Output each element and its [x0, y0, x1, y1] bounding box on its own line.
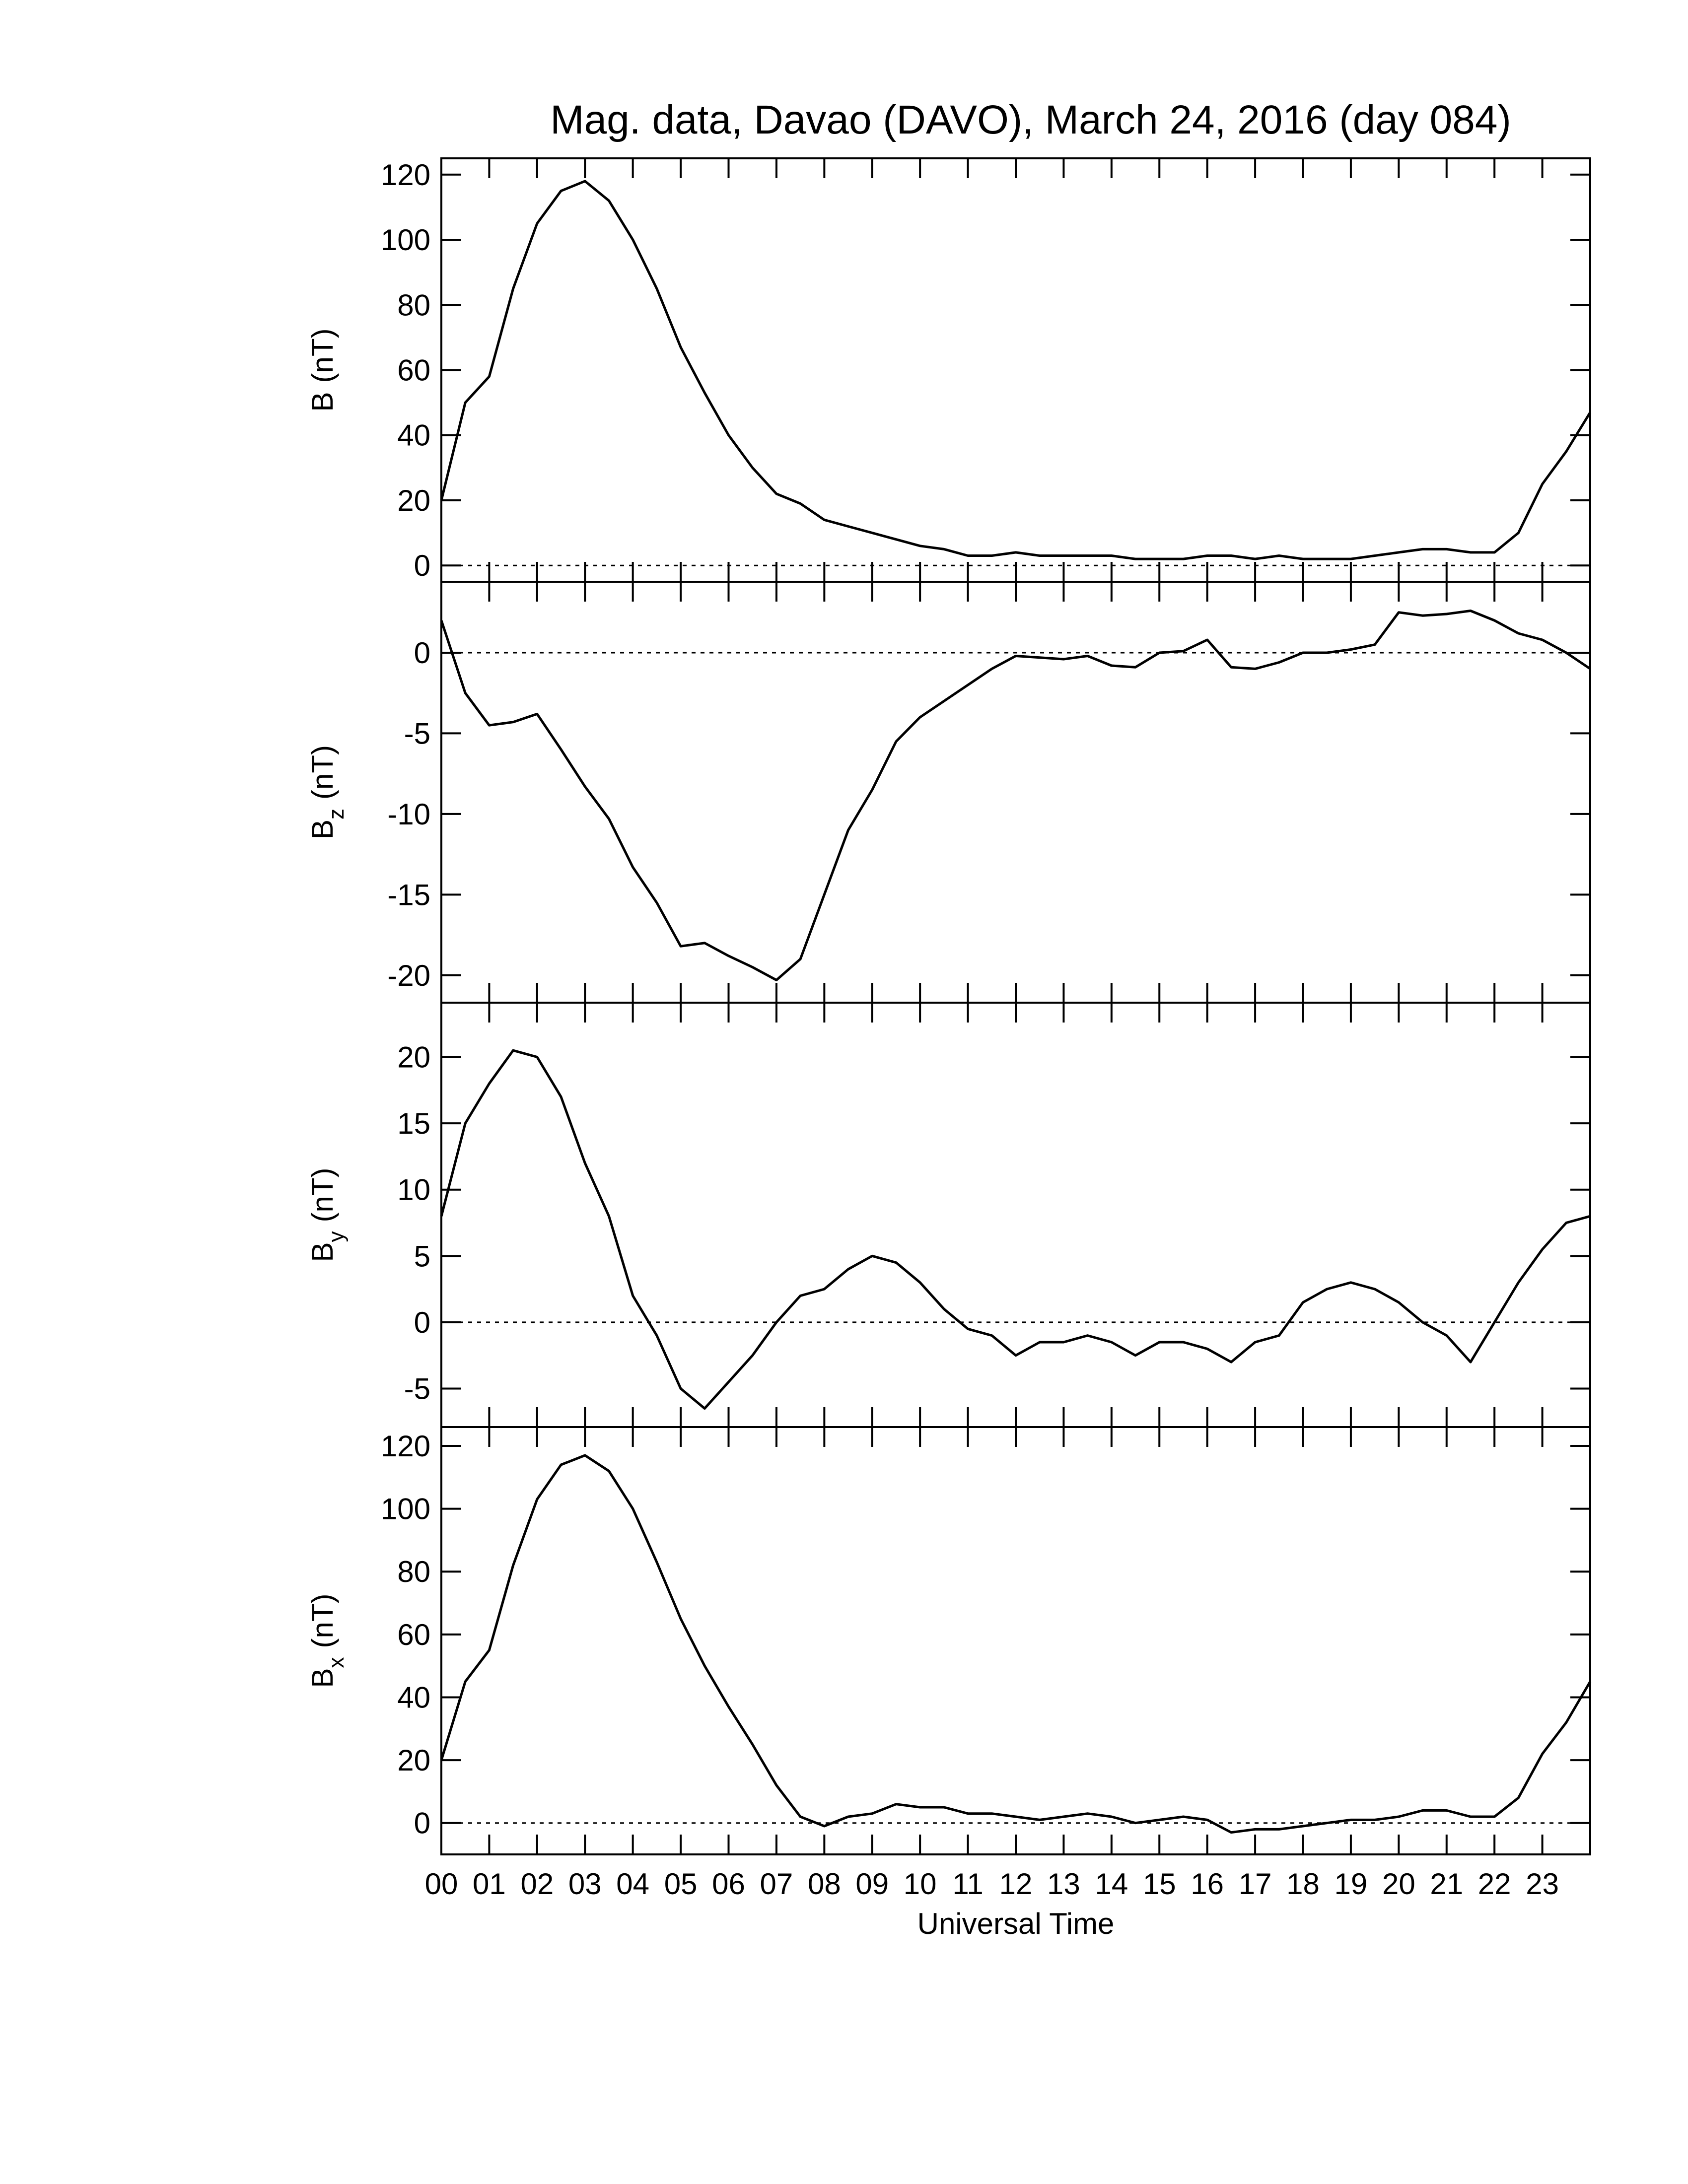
y-tick-label: 10 — [397, 1173, 430, 1207]
x-tick-label: 08 — [808, 1867, 841, 1901]
y-tick-label: -5 — [404, 717, 430, 750]
x-tick-label: 12 — [999, 1867, 1033, 1901]
x-tick-label: 23 — [1526, 1867, 1559, 1901]
x-tick-label: 18 — [1286, 1867, 1320, 1901]
x-tick-label: 02 — [520, 1867, 554, 1901]
y-tick-label: 20 — [397, 484, 430, 517]
x-tick-label: 13 — [1047, 1867, 1080, 1901]
y-tick-label: 100 — [381, 1493, 430, 1526]
plot-frame — [440, 1426, 1591, 1855]
y-tick-label: 15 — [397, 1107, 430, 1140]
y-tick-label: 40 — [397, 419, 430, 452]
y-tick-label: 60 — [397, 1618, 430, 1651]
y-tick-label: 5 — [414, 1239, 430, 1273]
y-axis-label-main: B — [306, 1668, 339, 1688]
x-tick-label: 19 — [1335, 1867, 1368, 1901]
x-tick-label: 17 — [1239, 1867, 1272, 1901]
y-tick-label: 0 — [414, 549, 430, 582]
x-tick-label: 00 — [425, 1867, 458, 1901]
y-tick-label: 0 — [414, 1306, 430, 1339]
y-axis-label-unit: (nT) — [306, 1167, 339, 1222]
y-tick-label: 80 — [397, 1555, 430, 1588]
y-axis-label: B (nT) — [306, 328, 339, 411]
y-axis-label: By (nT) — [306, 1167, 349, 1262]
x-tick-label: 15 — [1143, 1867, 1176, 1901]
data-line — [440, 1454, 1592, 1834]
y-tick-label: -20 — [387, 959, 430, 992]
y-axis-label-main: B — [306, 819, 339, 839]
x-tick-label: 04 — [616, 1867, 649, 1901]
x-tick-label: 01 — [473, 1867, 506, 1901]
y-tick-label: 0 — [414, 1807, 430, 1840]
x-tick-label: 03 — [568, 1867, 602, 1901]
x-tick-label: 21 — [1430, 1867, 1463, 1901]
y-axis-label-sub: z — [324, 809, 349, 819]
data-line — [440, 610, 1591, 981]
x-tick-label: 22 — [1478, 1867, 1511, 1901]
y-axis-label-sub: x — [324, 1657, 349, 1668]
y-tick-label: 40 — [397, 1681, 430, 1714]
y-axis-label-sub: y — [324, 1231, 349, 1242]
x-tick-label: 10 — [904, 1867, 937, 1901]
y-tick-label: 100 — [381, 223, 430, 257]
x-axis-label: Universal Time — [917, 1907, 1115, 1940]
x-tick-label: 16 — [1191, 1867, 1224, 1901]
x-tick-label: 06 — [712, 1867, 745, 1901]
y-tick-label: -5 — [404, 1372, 430, 1406]
y-tick-label: 120 — [381, 158, 430, 192]
y-tick-label: -15 — [387, 878, 430, 911]
y-tick-label: 120 — [381, 1430, 430, 1463]
y-axis-label-unit: (nT) — [306, 745, 339, 800]
y-axis-label-main: B — [306, 1242, 339, 1262]
chart-title: Mag. data, Davao (DAVO), March 24, 2016 … — [550, 97, 1511, 142]
data-line — [440, 1049, 1591, 1410]
y-axis-label: Bz (nT) — [306, 745, 349, 839]
x-tick-label: 20 — [1382, 1867, 1415, 1901]
y-tick-label: 0 — [414, 636, 430, 670]
x-tick-label: 14 — [1095, 1867, 1128, 1901]
y-tick-label: 20 — [397, 1041, 430, 1074]
y-tick-label: 20 — [397, 1744, 430, 1777]
y-tick-label: 80 — [397, 288, 430, 322]
x-tick-label: 07 — [760, 1867, 793, 1901]
y-axis-label-main: B — [306, 392, 339, 411]
data-line — [440, 180, 1592, 560]
x-tick-label: 09 — [855, 1867, 889, 1901]
y-tick-label: -10 — [387, 798, 430, 831]
x-tick-label: 05 — [664, 1867, 698, 1901]
y-tick-label: 60 — [397, 354, 430, 387]
y-axis-label-unit: (nT) — [306, 328, 339, 383]
x-tick-label: 11 — [952, 1867, 983, 1901]
y-axis-label-unit: (nT) — [306, 1593, 339, 1648]
y-axis-label: Bx (nT) — [306, 1593, 349, 1688]
